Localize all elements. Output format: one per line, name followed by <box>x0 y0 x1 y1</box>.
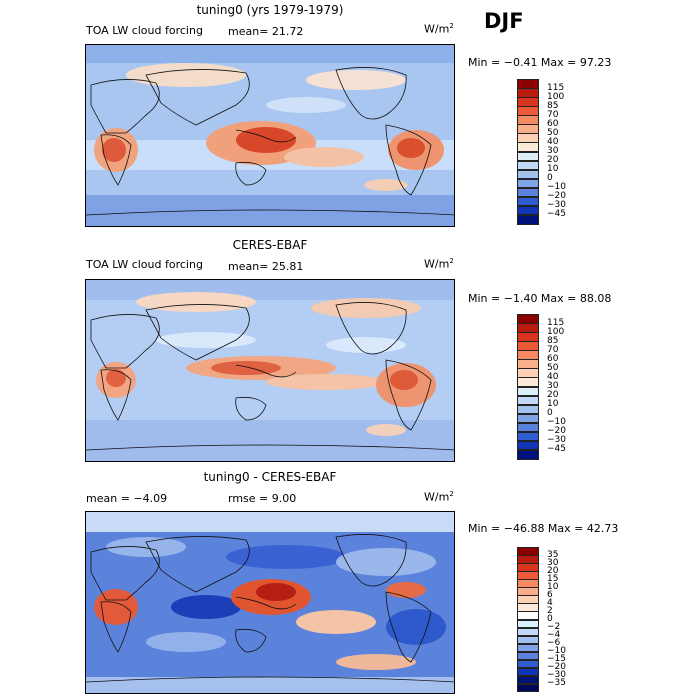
colorbar-tick-label: 20 <box>547 390 559 401</box>
colorbar-swatch <box>517 449 539 460</box>
colorbar-tick-label: −4 <box>547 630 561 641</box>
colorbar-tick-label: 70 <box>547 344 559 355</box>
colorbar-swatch <box>517 214 539 225</box>
panel-mean-diff: mean = −4.09 <box>86 492 168 505</box>
colorbar-tick-label: 0 <box>547 408 553 419</box>
panel-title-obs: CERES-EBAF <box>232 238 308 252</box>
colorbar-tick-label: −10 <box>547 646 566 657</box>
panel-variable-label-model: TOA LW cloud forcing <box>86 24 203 37</box>
panel-units-obs: W/m2 <box>424 257 454 271</box>
colorbar-tick-label: 50 <box>547 362 559 373</box>
colorbar-tick-label: −2 <box>547 622 561 633</box>
panel-minmax-diff: Min = −46.88 Max = 42.73 <box>468 522 619 535</box>
colorbar-tick-label: 100 <box>547 326 565 337</box>
colorbar-tick-label: 60 <box>547 118 559 129</box>
colorbar-tick-label: 30 <box>547 146 559 156</box>
colorbar-tick-label: −30 <box>547 435 566 446</box>
colorbar-tick-label: −15 <box>547 654 566 665</box>
colorbar-tick-label: 40 <box>547 371 559 382</box>
colorbar-tick-label: −10 <box>547 182 566 193</box>
panel-mean-obs: mean= 25.81 <box>228 260 304 273</box>
colorbar-tick-label: 35 <box>547 549 559 560</box>
colorbar-tick-label: 115 <box>547 82 565 93</box>
colorbar-tick-label: −6 <box>547 638 561 649</box>
colorbar-tick-label: 70 <box>547 109 559 120</box>
panel-units-model: W/m2 <box>424 22 454 36</box>
colorbar-tick-label: 0 <box>547 173 553 184</box>
colorbar-tick-label: −20 <box>547 191 566 202</box>
panel-mean-model: mean= 21.72 <box>228 25 304 38</box>
colorbar-tick-label: 2 <box>547 605 553 616</box>
colorbar-tick-label: −10 <box>547 417 566 428</box>
panel-rmse-diff: rmse = 9.00 <box>228 492 297 505</box>
colorbar-tick-label: 100 <box>547 91 565 102</box>
colorbar-model <box>517 79 539 225</box>
colorbar-tick-label: 115 <box>547 317 565 328</box>
colorbar-tick-label: 20 <box>547 565 559 576</box>
colorbar-tick-label: 30 <box>547 557 559 568</box>
colorbar-tick-label: 40 <box>547 136 559 147</box>
colorbar-tick-label: 0 <box>547 614 553 624</box>
colorbar-tick-label: 50 <box>547 127 559 138</box>
colorbar-tick-label: 85 <box>547 335 559 346</box>
map-diff <box>85 511 455 694</box>
panel-units-diff: W/m2 <box>424 490 454 504</box>
colorbar-tick-label: 10 <box>547 399 559 410</box>
colorbar-tick-label: −30 <box>547 670 566 681</box>
panel-title-model: tuning0 (yrs 1979-1979) <box>196 3 344 17</box>
colorbar-tick-label: −20 <box>547 662 566 673</box>
map-obs <box>85 279 455 462</box>
colorbar-tick-label: −30 <box>547 200 566 211</box>
colorbar-tick-label: −20 <box>547 426 566 437</box>
colorbar-tick-label: 6 <box>547 589 553 600</box>
season-label: DJF <box>484 9 524 33</box>
colorbar-obs <box>517 314 539 460</box>
colorbar-tick-label: 20 <box>547 155 559 166</box>
map-model <box>85 44 455 227</box>
colorbar-tick-label: 10 <box>547 164 559 175</box>
panel-minmax-model: Min = −0.41 Max = 97.23 <box>468 56 612 69</box>
panel-minmax-obs: Min = −1.40 Max = 88.08 <box>468 292 612 305</box>
colorbar-tick-label: 15 <box>547 573 559 584</box>
colorbar-tick-label: 10 <box>547 581 559 592</box>
colorbar-tick-label: 85 <box>547 100 559 111</box>
colorbar-tick-label: 60 <box>547 353 559 364</box>
colorbar-swatch <box>517 683 539 693</box>
colorbar-tick-label: −45 <box>547 444 566 455</box>
colorbar-diff <box>517 547 539 693</box>
colorbar-tick-label: −45 <box>547 209 566 220</box>
colorbar-tick-label: 30 <box>547 381 559 391</box>
colorbar-tick-label: 4 <box>547 597 553 608</box>
colorbar-tick-label: −35 <box>547 678 566 689</box>
panel-title-diff: tuning0 - CERES-EBAF <box>203 470 337 484</box>
panel-variable-label-obs: TOA LW cloud forcing <box>86 258 203 271</box>
